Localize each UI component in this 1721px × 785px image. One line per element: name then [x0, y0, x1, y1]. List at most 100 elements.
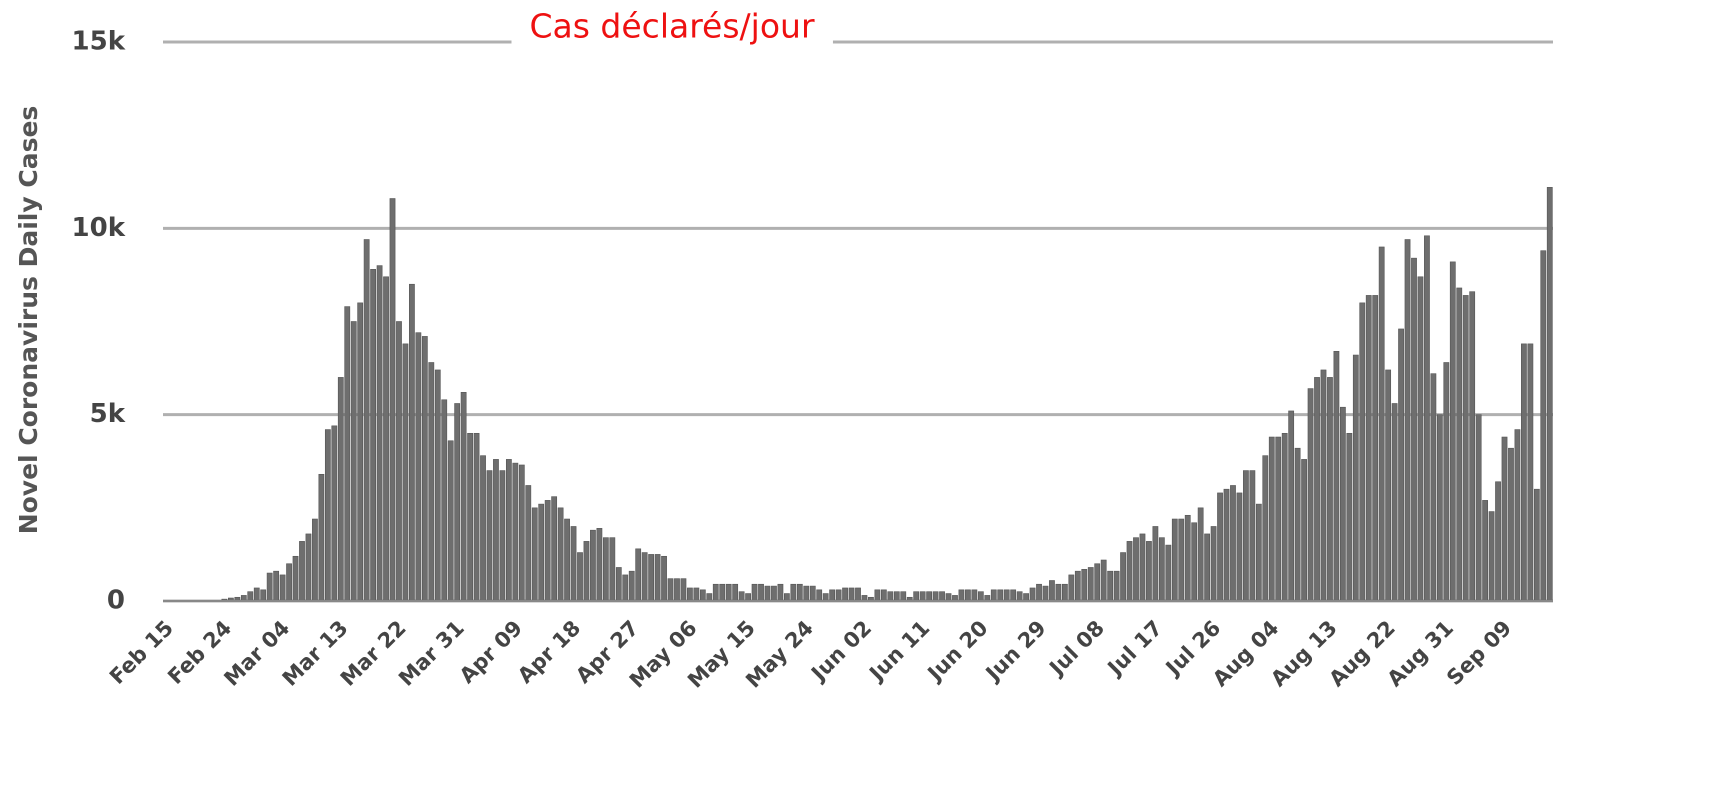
bar [1378, 246, 1385, 602]
bar [1016, 591, 1023, 602]
bar [822, 593, 829, 602]
x-tick-label: Sep 09 [1442, 616, 1516, 690]
bar [816, 589, 823, 602]
bar [1223, 488, 1230, 602]
bar [357, 302, 364, 602]
bar [829, 589, 836, 602]
bar [887, 591, 894, 602]
bar [538, 503, 545, 602]
bar [1527, 343, 1534, 602]
bar [680, 578, 687, 602]
bar [751, 583, 758, 602]
bar [1074, 570, 1081, 602]
bar [596, 528, 603, 602]
bar [809, 585, 816, 602]
bar [783, 593, 790, 602]
bar [1152, 526, 1159, 602]
bar [699, 589, 706, 602]
bar [260, 589, 267, 602]
x-tick-label: Apr 09 [455, 616, 527, 688]
bar [1003, 589, 1010, 602]
bar [415, 332, 422, 602]
bar [1307, 388, 1314, 602]
bar [1294, 447, 1301, 602]
bar [1281, 432, 1288, 602]
bar [1042, 585, 1049, 602]
bar [738, 591, 745, 602]
bar [893, 591, 900, 602]
bar [971, 589, 978, 602]
bar [990, 589, 997, 602]
bar [279, 574, 286, 602]
bar [609, 537, 616, 602]
bar [525, 485, 532, 602]
bar [732, 583, 739, 602]
bar [1456, 287, 1463, 602]
bar [1430, 373, 1437, 602]
bar [273, 570, 280, 602]
bar [1327, 377, 1333, 602]
bar [363, 239, 370, 602]
bar [842, 587, 848, 602]
bar [1055, 583, 1062, 602]
bar [1339, 406, 1346, 602]
bar [1417, 276, 1424, 602]
bar [758, 583, 764, 602]
y-tick-label: 15k [72, 27, 126, 57]
bar [1320, 369, 1327, 602]
bar [997, 589, 1004, 602]
bar [493, 459, 499, 602]
bar [706, 593, 713, 602]
bar [1139, 533, 1146, 602]
bar [939, 591, 945, 602]
bar [1275, 436, 1282, 602]
bar [1359, 302, 1366, 602]
bar [1514, 429, 1521, 602]
bar [1482, 500, 1489, 602]
bar [1333, 351, 1340, 602]
bar [725, 583, 732, 602]
bar [1158, 537, 1165, 602]
bar [745, 593, 751, 602]
bar [583, 541, 590, 602]
bar [486, 470, 493, 602]
bar [350, 321, 357, 602]
bar [628, 570, 635, 602]
bar [913, 591, 920, 602]
bar [557, 507, 564, 602]
bar [1262, 455, 1269, 602]
bar [1469, 291, 1476, 602]
x-tick-label: Feb 15 [105, 616, 178, 689]
bar [1023, 593, 1029, 602]
y-axis-label: Novel Coronavirus Daily Cases [14, 106, 43, 535]
bar [1488, 511, 1495, 602]
x-tick-label: Jul 08 [1044, 616, 1109, 681]
x-tick-label: Mar 31 [394, 616, 469, 691]
bar [292, 555, 299, 602]
bar [1365, 295, 1372, 602]
bar [305, 533, 312, 602]
bar [1107, 570, 1114, 602]
bar [1372, 295, 1379, 602]
bar [1546, 187, 1553, 602]
bar [480, 455, 486, 602]
bar [1495, 481, 1501, 602]
bar [434, 369, 441, 602]
bar [919, 591, 926, 602]
bar [835, 589, 842, 602]
bar [460, 392, 467, 602]
bar [1404, 239, 1411, 602]
bar [1443, 362, 1450, 602]
bar [253, 587, 260, 602]
title-background [511, 2, 833, 50]
bar [622, 574, 629, 602]
bar [1191, 522, 1198, 602]
bar [667, 578, 674, 602]
bar [1178, 518, 1185, 602]
bar [958, 589, 965, 602]
bar [1540, 250, 1547, 602]
bar [1197, 507, 1204, 602]
bar [1501, 436, 1508, 602]
x-tick-label: Jun 20 [922, 616, 993, 687]
bar [661, 555, 667, 602]
